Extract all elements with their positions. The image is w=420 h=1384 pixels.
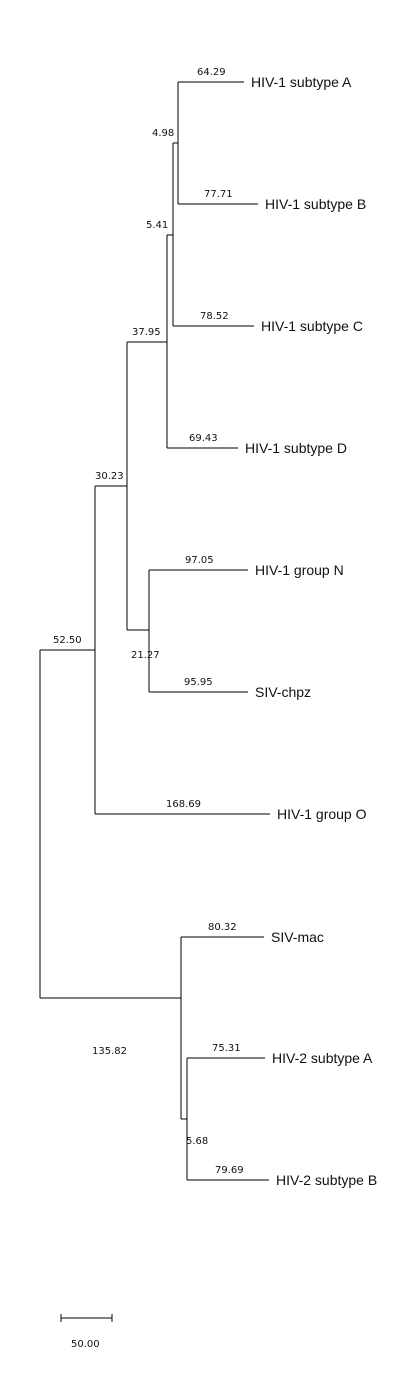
taxon-label: SIV-mac xyxy=(271,929,324,945)
scale-bar-label: 50.00 xyxy=(71,1339,100,1350)
internal-branch-length-label: 21.27 xyxy=(131,650,160,661)
branch-length-label: 75.31 xyxy=(212,1043,241,1054)
branch-length-label: 77.71 xyxy=(204,189,233,200)
taxon-label: HIV-2 subtype A xyxy=(272,1050,373,1066)
branch-length-label: 69.43 xyxy=(189,433,218,444)
internal-branch-length-label: 5.68 xyxy=(186,1136,208,1147)
internal-branch-length-label: 5.41 xyxy=(146,220,168,231)
taxon-label: HIV-1 subtype C xyxy=(261,318,363,334)
branch-length-label: 95.95 xyxy=(184,677,213,688)
internal-branch-length-label: 52.50 xyxy=(53,635,82,646)
branch-length-label: 80.32 xyxy=(208,922,237,933)
branch-length-label: 64.29 xyxy=(197,67,226,78)
branch-length-label: 78.52 xyxy=(200,311,229,322)
internal-branch-length-label: 37.95 xyxy=(132,327,161,338)
taxon-label: HIV-1 subtype A xyxy=(251,74,352,90)
branch-length-label: 97.05 xyxy=(185,555,214,566)
taxon-label: HIV-1 group O xyxy=(277,806,367,822)
branch-length-label: 79.69 xyxy=(215,1165,244,1176)
scale-bar: 50.00 xyxy=(60,1314,113,1350)
internal-branch-length-label: 135.82 xyxy=(92,1046,127,1057)
taxon-label: HIV-1 subtype D xyxy=(245,440,347,456)
taxon-labels: HIV-1 subtype A HIV-1 subtype B HIV-1 su… xyxy=(245,74,377,1188)
taxon-label: SIV-chpz xyxy=(255,684,311,700)
internal-branch-length-label: 4.98 xyxy=(152,128,174,139)
taxon-label: HIV-1 group N xyxy=(255,562,344,578)
taxon-label: HIV-2 subtype B xyxy=(276,1172,377,1188)
internal-branch-lengths: 4.98 5.41 37.95 21.27 30.23 52.50 135.82… xyxy=(53,128,208,1147)
tree-branches xyxy=(39,81,270,1181)
taxon-label: HIV-1 subtype B xyxy=(265,196,366,212)
internal-branch-length-label: 30.23 xyxy=(95,471,124,482)
terminal-branch-lengths: 64.29 77.71 78.52 69.43 97.05 95.95 168.… xyxy=(166,67,244,1176)
branch-length-label: 168.69 xyxy=(166,799,201,810)
